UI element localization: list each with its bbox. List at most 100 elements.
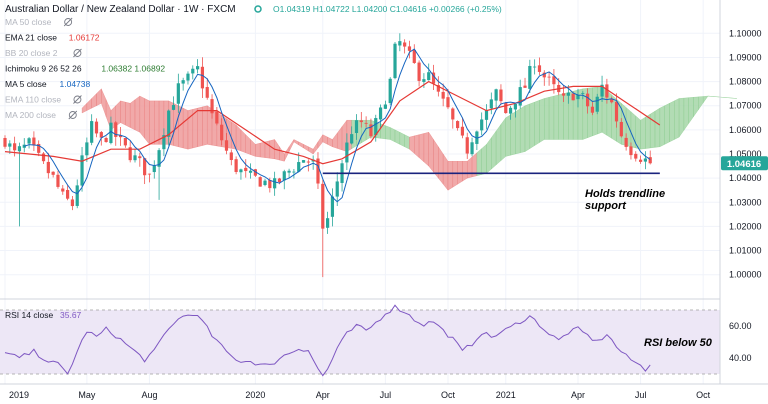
- candle-body[interactable]: [263, 180, 267, 186]
- candle-body[interactable]: [94, 121, 99, 134]
- candle-body[interactable]: [215, 111, 219, 124]
- candle-body[interactable]: [494, 89, 498, 101]
- candle-body[interactable]: [162, 135, 166, 150]
- candle-body[interactable]: [85, 142, 89, 156]
- candle-body[interactable]: [354, 120, 359, 134]
- candle-body[interactable]: [489, 99, 493, 109]
- indicator-legend[interactable]: MA 50 close EMA 21 close 1.06172 BB 20 clos…: [5, 17, 165, 120]
- candle-body[interactable]: [460, 126, 465, 136]
- candle-body[interactable]: [398, 41, 402, 46]
- candle-body[interactable]: [27, 138, 31, 144]
- candle-body[interactable]: [359, 120, 363, 123]
- candle-body[interactable]: [90, 121, 94, 143]
- candle-body[interactable]: [306, 161, 310, 163]
- candle-body[interactable]: [422, 79, 426, 82]
- candle-body[interactable]: [533, 66, 537, 68]
- candle-body[interactable]: [70, 199, 75, 207]
- candle-body[interactable]: [37, 143, 41, 153]
- candle-body[interactable]: [638, 159, 643, 162]
- candle-body[interactable]: [210, 99, 214, 114]
- candle-body[interactable]: [480, 119, 484, 131]
- candle-body[interactable]: [196, 66, 200, 70]
- candle-body[interactable]: [446, 97, 450, 108]
- candle-body[interactable]: [258, 177, 262, 187]
- candle-body[interactable]: [99, 132, 103, 138]
- candle-body[interactable]: [13, 143, 17, 151]
- candle-body[interactable]: [248, 170, 253, 173]
- candle-body[interactable]: [152, 165, 156, 173]
- candle-body[interactable]: [253, 169, 257, 176]
- candle-body[interactable]: [629, 146, 633, 156]
- candle-body[interactable]: [393, 43, 397, 79]
- candle-body[interactable]: [484, 110, 489, 120]
- candle-body[interactable]: [297, 162, 301, 172]
- candle-body[interactable]: [523, 85, 527, 88]
- candle-body[interactable]: [610, 98, 614, 103]
- candle-body[interactable]: [542, 72, 546, 78]
- candle-body[interactable]: [65, 189, 70, 199]
- candle-body[interactable]: [229, 152, 233, 161]
- candle-body[interactable]: [176, 83, 180, 104]
- candle-body[interactable]: [499, 89, 503, 102]
- candle-body[interactable]: [378, 107, 383, 120]
- candle-body[interactable]: [321, 183, 325, 229]
- candle-body[interactable]: [605, 84, 609, 98]
- candle-body[interactable]: [292, 171, 296, 173]
- candle-body[interactable]: [465, 137, 469, 154]
- candle-body[interactable]: [282, 171, 286, 181]
- candle-body[interactable]: [417, 62, 421, 81]
- candle-body[interactable]: [133, 155, 137, 161]
- candle-body[interactable]: [244, 167, 248, 172]
- candle-body[interactable]: [301, 160, 306, 163]
- candle-body[interactable]: [513, 103, 517, 110]
- candle-body[interactable]: [32, 137, 36, 146]
- candle-body[interactable]: [51, 171, 55, 175]
- candle-body[interactable]: [80, 155, 84, 186]
- candle-body[interactable]: [388, 78, 392, 104]
- candle-body[interactable]: [220, 124, 224, 141]
- candle-body[interactable]: [277, 178, 282, 183]
- candle-body[interactable]: [595, 96, 599, 112]
- candle-body[interactable]: [576, 94, 580, 100]
- candle-body[interactable]: [143, 158, 147, 176]
- candle-body[interactable]: [75, 185, 79, 206]
- rsi-axis[interactable]: 60.00 40.00: [729, 321, 752, 363]
- candle-body[interactable]: [224, 140, 229, 151]
- candle-body[interactable]: [8, 143, 12, 147]
- eye-off-icon[interactable]: [68, 111, 77, 119]
- candle-body[interactable]: [345, 142, 349, 163]
- candle-body[interactable]: [614, 101, 619, 122]
- candle-body[interactable]: [171, 105, 176, 110]
- candle-body[interactable]: [374, 118, 378, 136]
- candle-body[interactable]: [528, 65, 532, 89]
- candle-body[interactable]: [571, 93, 575, 101]
- candle-body[interactable]: [147, 173, 152, 175]
- candle-body[interactable]: [518, 87, 522, 106]
- candle-body[interactable]: [138, 156, 142, 159]
- candles[interactable]: [3, 33, 652, 278]
- candle-body[interactable]: [167, 110, 171, 137]
- candle-body[interactable]: [566, 92, 570, 96]
- candle-body[interactable]: [41, 153, 46, 162]
- candle-body[interactable]: [3, 137, 7, 147]
- eye-off-icon[interactable]: [73, 95, 82, 104]
- candle-body[interactable]: [369, 124, 373, 137]
- candle-body[interactable]: [335, 181, 339, 197]
- candle-body[interactable]: [600, 84, 604, 97]
- candle-body[interactable]: [586, 93, 590, 107]
- candle-body[interactable]: [56, 174, 60, 187]
- candle-body[interactable]: [441, 91, 445, 99]
- candle-body[interactable]: [412, 50, 416, 63]
- candle-body[interactable]: [508, 107, 513, 114]
- candle-body[interactable]: [470, 142, 474, 155]
- candle-body[interactable]: [590, 106, 595, 113]
- candle-body[interactable]: [619, 121, 623, 137]
- candle-body[interactable]: [407, 46, 412, 51]
- candle-body[interactable]: [239, 169, 243, 173]
- candle-body[interactable]: [287, 170, 291, 173]
- candle-body[interactable]: [157, 150, 161, 167]
- candle-body[interactable]: [123, 137, 127, 146]
- candle-body[interactable]: [234, 159, 238, 172]
- candle-body[interactable]: [643, 158, 647, 162]
